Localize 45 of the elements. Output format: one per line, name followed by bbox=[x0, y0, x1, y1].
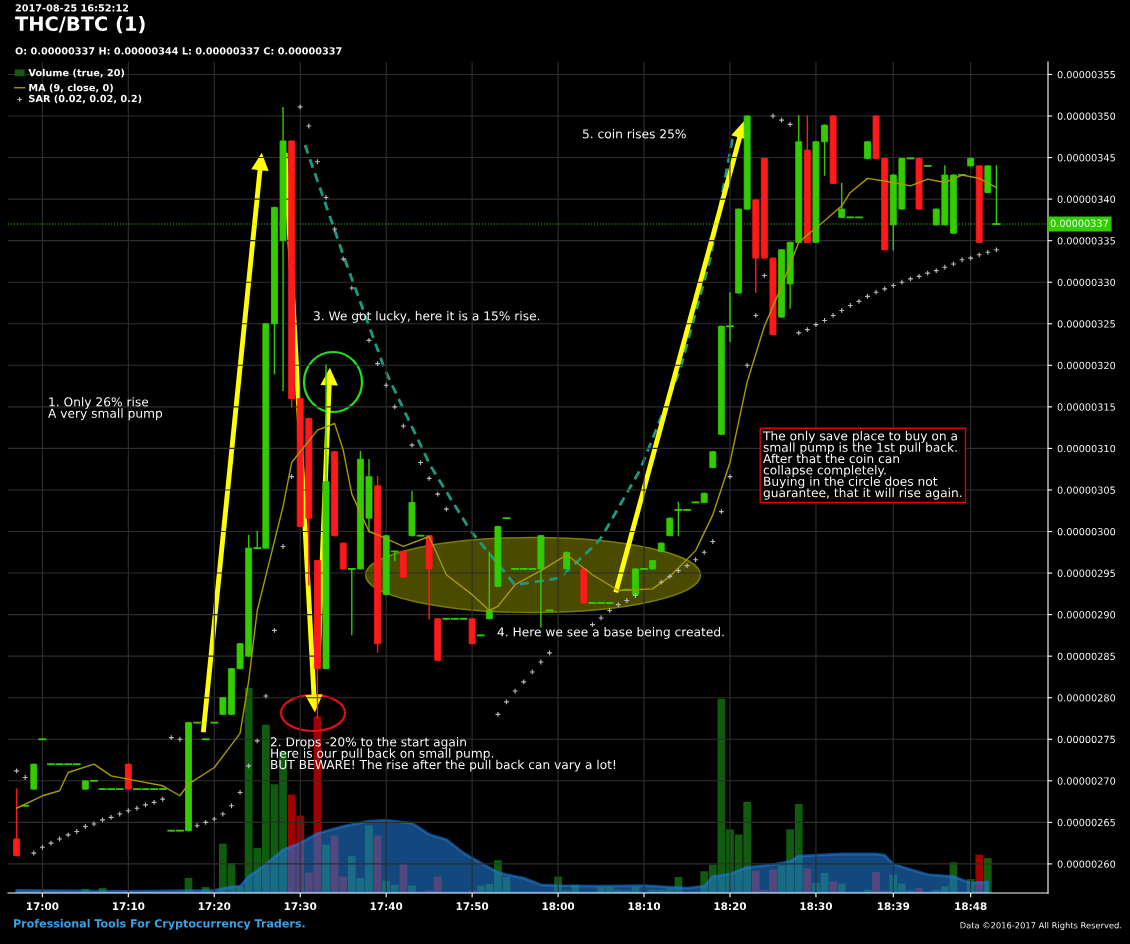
y-tick-label: 0.00000325 bbox=[1057, 320, 1115, 328]
x-tick-label: 18:39 bbox=[877, 902, 910, 911]
x-tick-label: 17:00 bbox=[26, 902, 59, 911]
y-tick-label: 0.00000300 bbox=[1057, 527, 1116, 536]
x-tick-label: 18:10 bbox=[628, 902, 661, 911]
x-tick-label: 18:00 bbox=[542, 902, 575, 911]
legend-label: Volume (true, 20) bbox=[28, 68, 125, 78]
y-tick-label: 0.00000280 bbox=[1057, 694, 1116, 702]
text: Professional Tools For Cryptocurrency Traders. bbox=[14, 919, 305, 930]
y-tick-label: 0.00000345 bbox=[1057, 154, 1115, 162]
annotation: The only save place to buy on a small pump is the 1st pull back. After that the coin can collapse completely. Buying in the circle does not guarantee, that it will rise again. bbox=[762, 431, 962, 500]
chart-subtitle: O: 0.00000337 H: 0.00000344 L: 0.00000337 C: 0.00000337 bbox=[15, 47, 342, 55]
y-tick-label: 0.00000305 bbox=[1057, 486, 1115, 494]
y-tick-label: 0.00000320 bbox=[1057, 361, 1116, 370]
y-tick-label: 0.00000310 bbox=[1057, 444, 1116, 453]
y-tick-label: 0.00000330 bbox=[1057, 278, 1116, 287]
y-tick-label: 0.00000355 bbox=[1057, 70, 1115, 79]
ref-line-label: 0.00000337 bbox=[1050, 219, 1109, 227]
annotation: 4. Here we see a base being created. bbox=[497, 627, 724, 639]
y-tick-label: 0.00000275 bbox=[1057, 735, 1115, 744]
y-tick-label: 0.00000270 bbox=[1057, 777, 1116, 785]
y-tick-label: 0.00000350 bbox=[1057, 112, 1116, 120]
annotation: 1. Only 26% rise A very small pump bbox=[48, 397, 163, 421]
y-tick-label: 0.00000295 bbox=[1057, 569, 1115, 577]
y-tick-label: 0.00000260 bbox=[1057, 860, 1116, 868]
text: 2017-08-25 16:52:12 bbox=[15, 4, 129, 12]
legend-label: SAR (0.02, 0.02, 0.2) bbox=[29, 94, 142, 104]
x-tick-label: 18:48 bbox=[955, 902, 987, 911]
annotation: 5. coin rises 25% bbox=[582, 129, 686, 139]
x-tick-label: 17:40 bbox=[370, 902, 403, 911]
x-tick-label: 17:20 bbox=[198, 902, 231, 911]
text: Data ©2016-2017 All Rights Reserved. bbox=[960, 922, 1122, 931]
y-tick-label: 0.00000290 bbox=[1057, 611, 1116, 619]
x-tick-label: 17:30 bbox=[284, 902, 317, 911]
y-tick-label: 0.00000335 bbox=[1057, 237, 1115, 245]
x-tick-label: 18:20 bbox=[714, 902, 747, 911]
y-tick-label: 0.00000285 bbox=[1057, 652, 1115, 660]
x-tick-label: 17:50 bbox=[456, 902, 489, 911]
x-tick-label: 18:30 bbox=[800, 902, 833, 911]
y-tick-label: 0.00000265 bbox=[1057, 818, 1115, 827]
x-tick-label: 17:10 bbox=[112, 902, 145, 911]
y-tick-label: 0.00000315 bbox=[1057, 403, 1115, 411]
chart-title: THC/BTC (1) bbox=[15, 16, 145, 34]
legend-label: MA (9, close, 0) bbox=[29, 83, 113, 93]
y-tick-label: 0.00000340 bbox=[1057, 195, 1116, 203]
